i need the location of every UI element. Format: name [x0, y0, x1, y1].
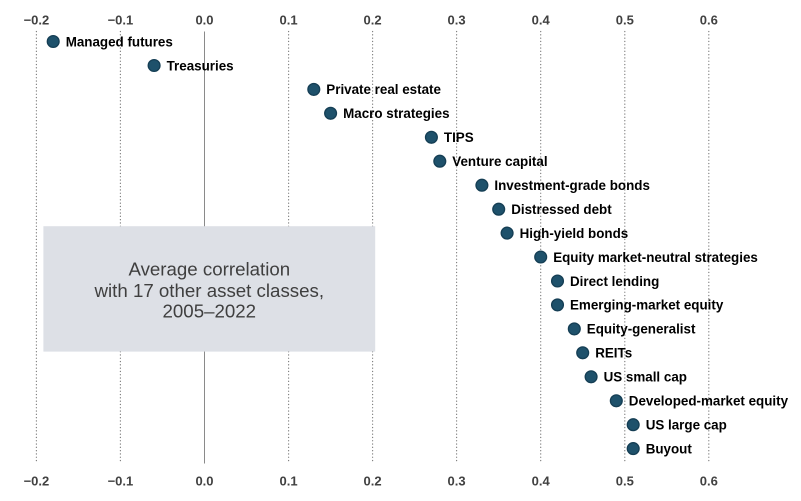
svg-text:0.4: 0.4	[532, 473, 551, 488]
svg-text:0.6: 0.6	[700, 473, 718, 488]
svg-text:−0.1: −0.1	[108, 473, 134, 488]
svg-text:US small cap: US small cap	[604, 370, 687, 385]
svg-text:Private real estate: Private real estate	[326, 82, 441, 97]
svg-text:Direct lending: Direct lending	[570, 274, 659, 289]
svg-text:Emerging-market equity: Emerging-market equity	[570, 298, 724, 313]
svg-text:0.0: 0.0	[195, 12, 213, 27]
svg-text:TIPS: TIPS	[444, 130, 474, 145]
svg-text:0.6: 0.6	[700, 12, 718, 27]
svg-text:0.2: 0.2	[364, 473, 382, 488]
svg-text:Buyout: Buyout	[646, 441, 693, 456]
svg-text:0.3: 0.3	[448, 473, 466, 488]
svg-text:Macro strategies: Macro strategies	[343, 106, 449, 121]
svg-text:Average correlation: Average correlation	[128, 258, 290, 279]
svg-text:0.5: 0.5	[616, 473, 634, 488]
svg-text:0.1: 0.1	[280, 12, 298, 27]
svg-text:Venture capital: Venture capital	[452, 154, 547, 169]
svg-text:Equity-generalist: Equity-generalist	[587, 322, 696, 337]
svg-text:0.1: 0.1	[280, 473, 298, 488]
svg-text:Distressed debt: Distressed debt	[511, 202, 612, 217]
svg-text:Investment-grade bonds: Investment-grade bonds	[494, 178, 650, 193]
svg-text:−0.1: −0.1	[108, 12, 134, 27]
svg-text:−0.2: −0.2	[24, 473, 50, 488]
svg-text:0.4: 0.4	[532, 12, 551, 27]
svg-text:−0.2: −0.2	[24, 12, 50, 27]
svg-text:2005–2022: 2005–2022	[163, 301, 257, 322]
svg-text:High-yield bonds: High-yield bonds	[520, 226, 629, 241]
svg-text:Treasuries: Treasuries	[167, 58, 234, 73]
svg-text:0.2: 0.2	[364, 12, 382, 27]
svg-text:with 17 other asset classes,: with 17 other asset classes,	[94, 280, 325, 301]
svg-text:0.3: 0.3	[448, 12, 466, 27]
svg-text:0.5: 0.5	[616, 12, 634, 27]
svg-text:Managed futures: Managed futures	[66, 34, 173, 49]
svg-text:US large cap: US large cap	[646, 418, 727, 433]
svg-text:Equity market-neutral strategi: Equity market-neutral strategies	[553, 250, 758, 265]
svg-text:Developed-market equity: Developed-market equity	[629, 394, 789, 409]
svg-text:0.0: 0.0	[195, 473, 213, 488]
svg-text:REITs: REITs	[595, 346, 632, 361]
